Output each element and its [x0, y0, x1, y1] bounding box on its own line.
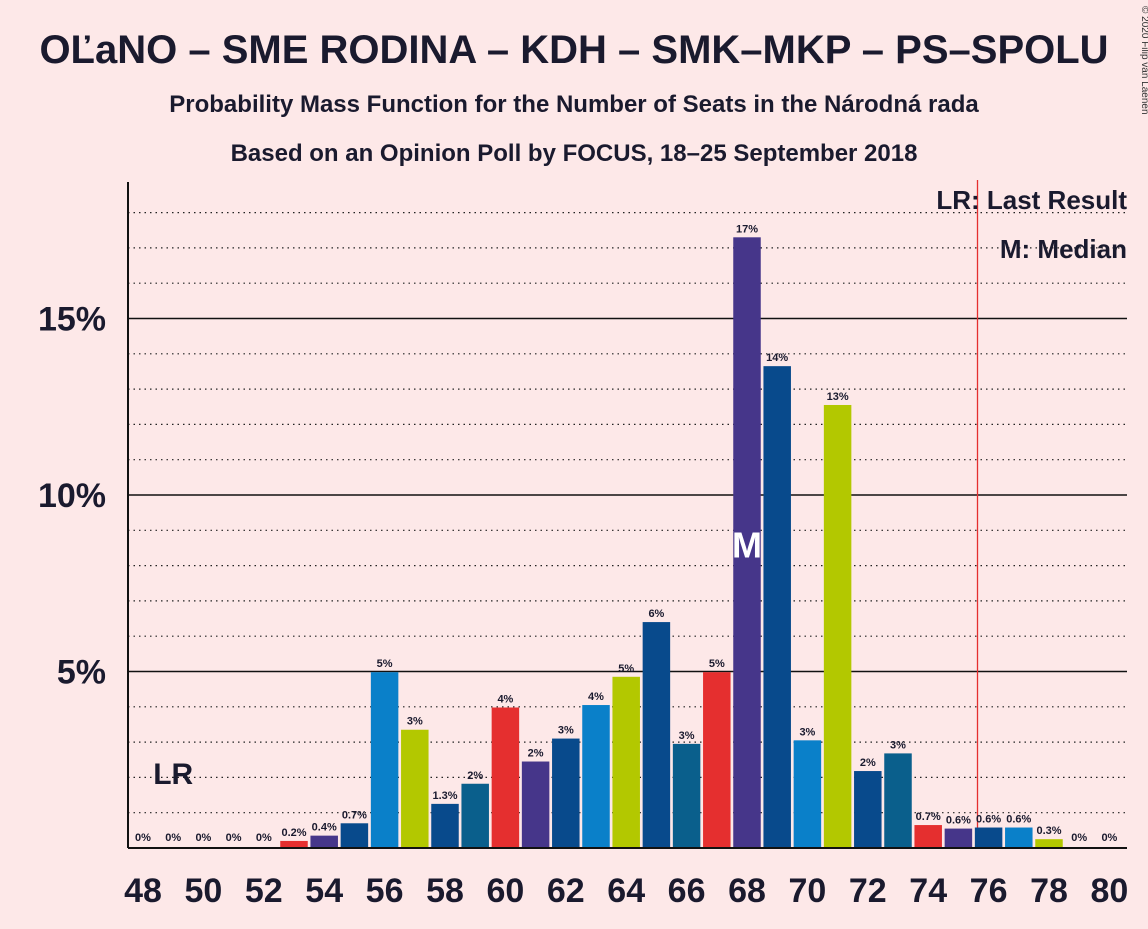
bar-value-label: 0.6%: [946, 815, 971, 827]
bar-value-label: 6%: [648, 608, 664, 620]
x-tick-label: 52: [245, 872, 283, 910]
bar-value-label: 0.7%: [342, 809, 367, 821]
x-tick-label: 76: [970, 872, 1008, 910]
bar-seats-76: [974, 827, 1003, 848]
bar-seats-56: [370, 672, 399, 848]
bar-seats-65: [642, 622, 671, 848]
y-tick-label: 15%: [38, 301, 106, 339]
x-tick-label: 64: [607, 872, 645, 910]
bar-value-label: 3%: [679, 730, 695, 742]
bar-seats-70: [793, 740, 822, 848]
bar-seats-69: [763, 366, 791, 848]
bar-seats-61: [521, 761, 550, 848]
bar-value-label: 0.2%: [281, 827, 306, 839]
bar-seats-71: [823, 404, 852, 848]
bar-value-label: 0.4%: [312, 822, 337, 834]
bar-seats-68: [733, 237, 761, 848]
x-tick-label: 72: [849, 872, 887, 910]
bar-value-label: 3%: [890, 739, 906, 751]
bar-seats-73: [884, 753, 912, 848]
bar-seats-62: [552, 738, 580, 848]
bar-seats-57: [401, 729, 429, 848]
bar-value-label: 3%: [558, 725, 574, 737]
bar-value-label: 5%: [377, 658, 393, 670]
bar-value-label: 5%: [618, 663, 634, 675]
x-tick-label: 80: [1090, 872, 1128, 910]
bar-value-label: 3%: [407, 716, 423, 728]
chart-subtitle: Probability Mass Function for the Number…: [169, 91, 979, 118]
x-tick-label: 50: [184, 872, 222, 910]
bar-value-label: 17%: [736, 223, 758, 235]
bar-seats-60: [491, 707, 520, 848]
bar-value-label: 5%: [709, 658, 725, 670]
bar-seats-54: [310, 835, 338, 848]
axis-layer: 5% 10% 15% 48 50 52 54 56 58 60 62 64 66 68 70 72 74 76 78…: [38, 182, 1128, 910]
bar-value-label: 0.6%: [1006, 814, 1031, 826]
bar-value-label: 0%: [1071, 832, 1087, 844]
bar-seats-67: [703, 672, 731, 848]
x-tick-label: 68: [728, 872, 766, 910]
x-tick-label: 60: [486, 872, 524, 910]
bar-value-label: 0%: [165, 832, 181, 844]
bar-seats-75: [944, 828, 973, 848]
bar-seats-59: [461, 783, 489, 848]
median-marker: M: [732, 525, 762, 566]
copyright-text: © 2020 Filip van Laenen: [1139, 6, 1148, 115]
bar-value-label: 13%: [827, 391, 849, 403]
bar-seats-78: [1035, 839, 1063, 848]
last-result-marker: LR: [153, 758, 193, 791]
bar-value-label: 3%: [799, 726, 815, 738]
bar-seats-64: [612, 676, 640, 848]
x-tick-label: 54: [305, 872, 343, 910]
bar-value-label: 0%: [256, 832, 272, 844]
bar-value-label: 0%: [1101, 832, 1117, 844]
x-tick-label: 74: [909, 872, 947, 910]
bar-seats-74: [914, 825, 942, 848]
legend-median: M: Median: [1000, 234, 1127, 264]
bar-value-label: 14%: [766, 352, 788, 364]
bar-value-label: 2%: [467, 770, 483, 782]
y-tick-label: 10%: [38, 477, 106, 515]
bar-seats-58: [431, 803, 459, 848]
bar-layer: 0% 0% 0% 0% 0% 0.2% 0.4% 0.7% 5% 3% 1.3% 2% 4% 2% 3% 4%…: [135, 223, 1118, 848]
x-tick-label: 62: [547, 872, 585, 910]
chart-subtitle-2: Based on an Opinion Poll by FOCUS, 18–25…: [231, 140, 918, 167]
bar-value-label: 0%: [135, 832, 151, 844]
x-tick-label: 78: [1030, 872, 1068, 910]
y-tick-label: 5%: [57, 654, 106, 692]
bar-seats-53: [280, 840, 308, 848]
bar-value-label: 2%: [528, 748, 544, 760]
bar-seats-55: [340, 823, 369, 848]
grid-layer: [128, 180, 1127, 848]
x-tick-label: 70: [788, 872, 826, 910]
bar-value-label: 1.3%: [432, 790, 457, 802]
bar-seats-77: [1005, 827, 1033, 848]
bar-value-label: 0%: [195, 832, 211, 844]
bar-seats-72: [854, 771, 882, 848]
x-tick-label: 48: [124, 872, 162, 910]
x-tick-label: 58: [426, 872, 464, 910]
bar-value-label: 4%: [497, 694, 513, 706]
bar-value-label: 2%: [860, 757, 876, 769]
bar-value-label: 0.6%: [976, 814, 1001, 826]
bar-seats-63: [582, 705, 610, 848]
bar-value-label: 0%: [226, 832, 242, 844]
bar-value-label: 0.3%: [1036, 825, 1061, 837]
bar-value-label: 0.7%: [916, 811, 941, 823]
x-tick-label: 56: [366, 872, 404, 910]
bar-seats-66: [672, 743, 701, 848]
bar-value-label: 4%: [588, 691, 604, 703]
chart-title: OĽaNO – SME RODINA – KDH – SMK–MKP – PS–…: [39, 28, 1108, 72]
x-tick-label: 66: [668, 872, 706, 910]
legend-last-result: LR: Last Result: [936, 185, 1127, 215]
